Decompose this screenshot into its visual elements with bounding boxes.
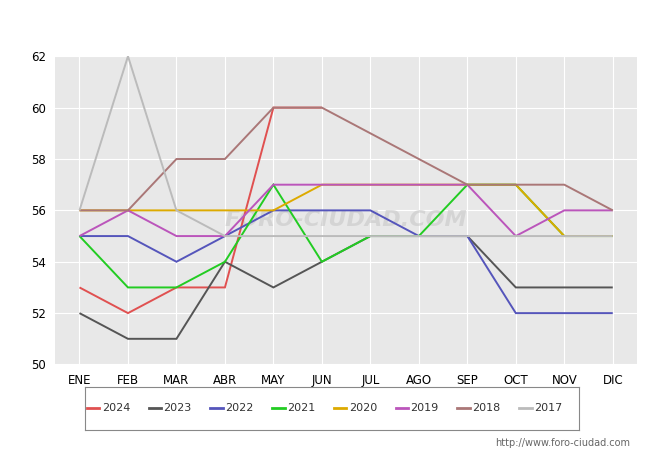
Text: 2022: 2022 (226, 403, 254, 414)
Text: FORO-CIUDAD.COM: FORO-CIUDAD.COM (225, 210, 467, 230)
Text: Afiliados en Valderrodrigo a 31/5/2024: Afiliados en Valderrodrigo a 31/5/2024 (166, 14, 484, 33)
Text: 2017: 2017 (534, 403, 562, 414)
Text: 2021: 2021 (287, 403, 315, 414)
Text: 2018: 2018 (473, 403, 501, 414)
Text: 2019: 2019 (411, 403, 439, 414)
Text: 2024: 2024 (102, 403, 130, 414)
Text: 2023: 2023 (164, 403, 192, 414)
Text: http://www.foro-ciudad.com: http://www.foro-ciudad.com (495, 438, 630, 448)
Text: 2020: 2020 (349, 403, 377, 414)
